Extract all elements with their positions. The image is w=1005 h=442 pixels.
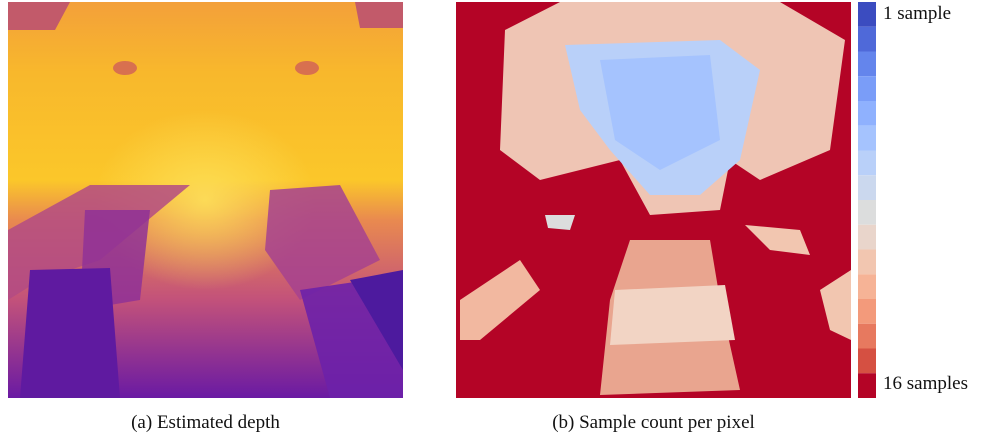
colorbar-top-label: 1 sample: [883, 3, 951, 25]
colorbar: [858, 2, 876, 398]
colorbar-bottom-label: 16 samples: [883, 373, 968, 395]
figure: 1 sample 16 samples (a) Estimated depth …: [0, 0, 1005, 442]
figure-graphics: [0, 0, 1005, 442]
caption: (a) Estimated depth: [8, 412, 403, 434]
sample-count-image: [456, 2, 851, 398]
depth-image: [8, 2, 403, 398]
caption: (b) Sample count per pixel: [456, 412, 851, 434]
